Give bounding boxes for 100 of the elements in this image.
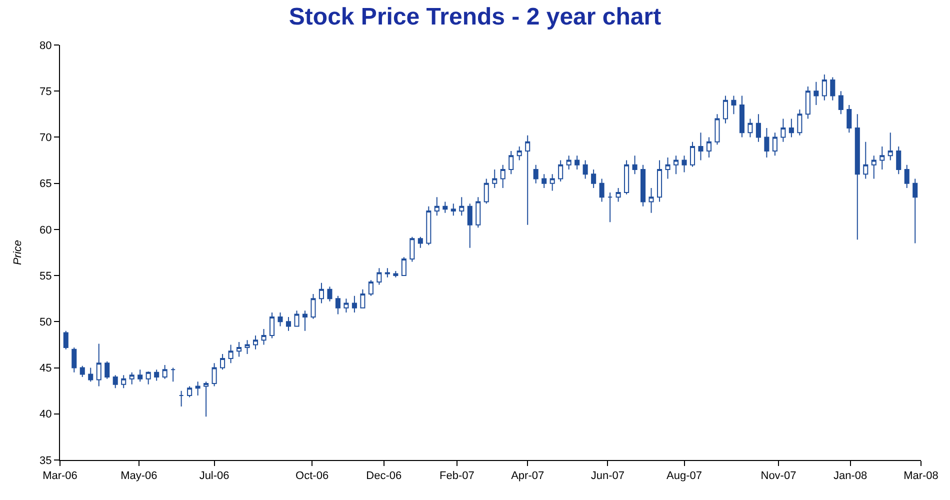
candlestick bbox=[574, 155, 580, 170]
candlestick bbox=[888, 132, 893, 161]
chart-title: Stock Price Trends - 2 year chart bbox=[288, 3, 662, 30]
candlestick bbox=[706, 136, 712, 158]
candlestick bbox=[368, 280, 374, 296]
x-tick-label: Aug-07 bbox=[666, 470, 702, 482]
candlestick bbox=[318, 282, 324, 304]
candlestick bbox=[896, 146, 902, 175]
candlestick bbox=[418, 236, 423, 248]
candlestick bbox=[714, 114, 720, 146]
candlestick bbox=[838, 90, 844, 115]
y-tick-label: 80 bbox=[40, 40, 52, 52]
candlestick bbox=[830, 76, 836, 101]
candlestick bbox=[261, 328, 266, 346]
candlestick bbox=[154, 369, 160, 382]
candlestick bbox=[550, 174, 555, 192]
candlestick bbox=[121, 374, 126, 389]
candlestick bbox=[682, 155, 687, 173]
candlestick bbox=[278, 312, 283, 327]
candlestick bbox=[236, 341, 242, 358]
candlestick bbox=[673, 155, 679, 175]
x-tick-label: Nov-07 bbox=[760, 470, 796, 482]
y-tick-label: 60 bbox=[40, 224, 52, 236]
candlestick bbox=[146, 370, 151, 385]
x-tick-label: Jul-06 bbox=[199, 470, 230, 482]
candlestick bbox=[764, 128, 770, 158]
x-tick-label: May-06 bbox=[120, 470, 158, 482]
candlestick bbox=[253, 335, 258, 350]
candlestick bbox=[854, 114, 860, 240]
candlestick bbox=[566, 155, 572, 170]
y-tick-label: 55 bbox=[40, 270, 52, 282]
candlestick bbox=[772, 132, 778, 156]
candlestick bbox=[484, 178, 489, 204]
candlestick bbox=[871, 155, 876, 180]
candlestick bbox=[476, 196, 481, 228]
candlestick bbox=[797, 109, 802, 136]
candlestick bbox=[138, 369, 143, 382]
y-tick-label: 50 bbox=[40, 316, 52, 329]
candlestick bbox=[640, 164, 646, 207]
y-tick-label: 70 bbox=[40, 132, 52, 144]
candlestick bbox=[286, 316, 292, 332]
x-tick-label: Feb-07 bbox=[440, 470, 474, 482]
candlestick bbox=[360, 288, 366, 308]
candlestick bbox=[335, 295, 340, 315]
candlestick bbox=[624, 160, 630, 195]
candlestick bbox=[648, 187, 654, 214]
candlestick bbox=[467, 203, 472, 248]
candlestick bbox=[492, 169, 498, 188]
candlestick bbox=[72, 346, 77, 373]
candlestick bbox=[434, 196, 440, 216]
candlestick bbox=[690, 141, 696, 168]
x-tick-label: Mar-06 bbox=[42, 470, 78, 482]
candlestick bbox=[542, 174, 547, 188]
candlestick bbox=[187, 386, 192, 398]
candlestick bbox=[533, 164, 538, 184]
candlestick bbox=[310, 294, 316, 320]
x-tick-label: Oct-06 bbox=[296, 470, 329, 482]
candlestick bbox=[608, 192, 613, 223]
candlestick bbox=[582, 160, 588, 180]
candlestick bbox=[344, 298, 349, 313]
x-tick-label: Jun-07 bbox=[590, 470, 625, 482]
candlestick bbox=[410, 236, 415, 262]
candlestick bbox=[393, 270, 398, 278]
candlestick bbox=[525, 134, 530, 226]
candlestick bbox=[426, 206, 432, 246]
candlestick bbox=[401, 256, 406, 276]
candlestick bbox=[269, 312, 275, 339]
candlestick bbox=[814, 81, 819, 106]
candlestick bbox=[88, 367, 94, 382]
candlestick bbox=[442, 201, 448, 214]
y-tick-label: 75 bbox=[40, 86, 52, 98]
x-tick-label: Mar-08 bbox=[904, 470, 938, 482]
candlestick bbox=[327, 286, 332, 302]
candlestick bbox=[863, 141, 868, 180]
candlestick bbox=[846, 104, 852, 134]
candlestick bbox=[244, 340, 250, 354]
candlestick bbox=[129, 372, 134, 385]
y-axis-title: Price bbox=[12, 240, 24, 266]
candlestick bbox=[459, 196, 464, 216]
y-tick-label: 65 bbox=[40, 178, 52, 190]
candlestick bbox=[616, 187, 621, 202]
candlestick bbox=[780, 118, 786, 142]
candlestick bbox=[96, 343, 102, 387]
candlestick bbox=[599, 178, 604, 202]
candlestick bbox=[212, 362, 217, 387]
candlestick bbox=[195, 381, 200, 396]
candlestick bbox=[748, 118, 753, 138]
candlestick bbox=[508, 150, 514, 175]
candlestick bbox=[558, 160, 564, 182]
candlestick bbox=[904, 164, 910, 188]
candlestick bbox=[80, 365, 85, 378]
candlestick bbox=[112, 374, 118, 389]
candlestick bbox=[516, 146, 522, 161]
candlestick bbox=[228, 344, 234, 364]
candlestick bbox=[591, 169, 596, 188]
x-tick-label: Jan-08 bbox=[834, 470, 868, 482]
candlestick bbox=[376, 268, 382, 286]
candlestick bbox=[739, 95, 744, 138]
candlestick bbox=[450, 203, 456, 216]
candlestick bbox=[302, 310, 308, 332]
